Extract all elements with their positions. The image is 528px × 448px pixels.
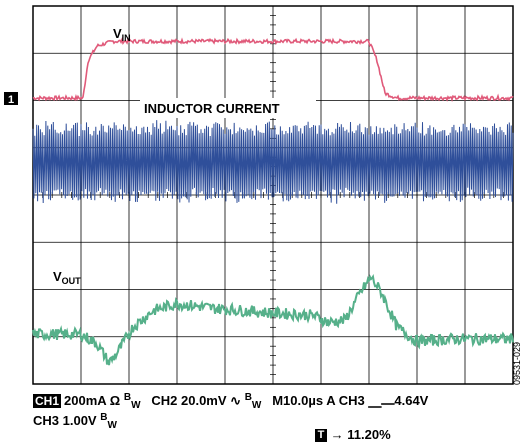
bw-3-sub: W <box>107 420 117 431</box>
waveform-traces <box>32 37 514 366</box>
ch3-setting: CH3 1.00V <box>33 413 97 428</box>
inductor-current-label: INDUCTOR CURRENT <box>144 101 280 116</box>
trigger-slope-icon: ⎽⎼ <box>368 393 395 408</box>
figure-code: 09531-029 <box>512 342 522 385</box>
bw-2: B <box>244 392 252 403</box>
inductor-current-trace <box>32 120 514 204</box>
trigger-level: 4.64V <box>394 393 429 408</box>
t-position-value: 11.20% <box>347 427 391 442</box>
vout-label: VOUT <box>53 269 81 286</box>
graticule <box>32 5 514 385</box>
ch1-box: CH1 <box>33 394 62 408</box>
vin-trace <box>32 37 514 103</box>
ch1-marker <box>4 92 18 105</box>
footer-line-2: CH3 1.00V BW <box>33 412 117 431</box>
ch2-setting: CH2 20.0mV <box>151 393 227 408</box>
bw-3: B <box>100 412 108 423</box>
vout-trace <box>32 274 514 366</box>
trigger-position: T → 11.20% <box>315 427 391 443</box>
ch1-setting: 200mA Ω <box>64 393 121 408</box>
vin-label: VIN <box>113 26 131 43</box>
ch2-coupling-icon: ∿ <box>230 393 242 408</box>
bw-1-sub: W <box>131 400 141 411</box>
footer-line-1: CH1 200mA Ω BW CH2 20.0mV ∿ BW M10.0µs A … <box>33 392 429 411</box>
bw-1: B <box>123 392 132 403</box>
t-arrow-icon: → <box>330 427 344 442</box>
bw-2-sub: W <box>251 400 262 411</box>
t-marker-box: T <box>315 429 327 443</box>
ch1-marker-label: 1 <box>8 94 14 106</box>
inductor-label-bg <box>140 98 316 118</box>
timebase: M10.0µs A CH3 <box>272 393 365 408</box>
